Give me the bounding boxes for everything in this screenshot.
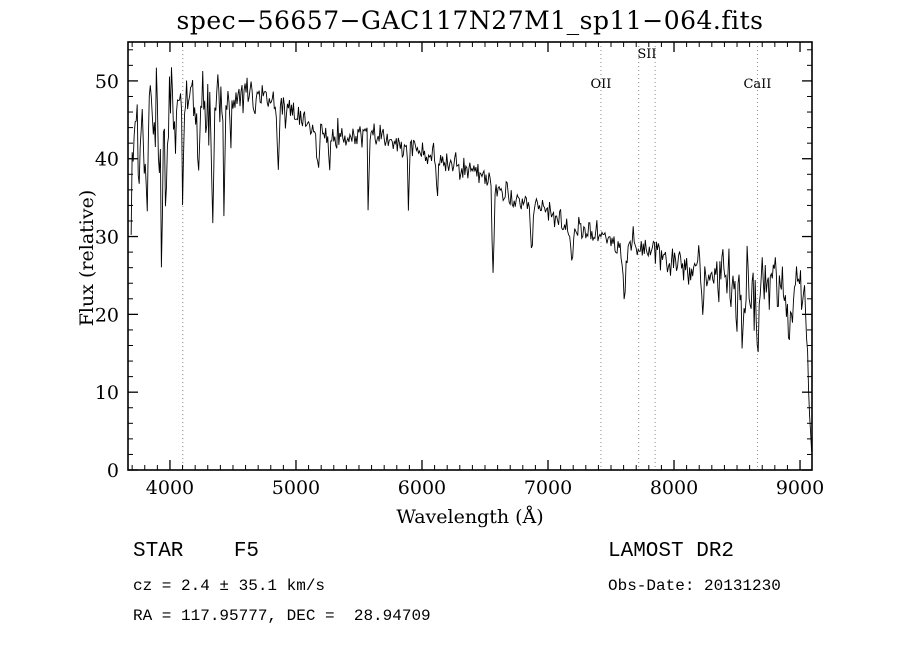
x-tick-label: 7000 — [524, 477, 572, 499]
y-tick-label: 40 — [95, 149, 119, 171]
line-label-SII: SII — [637, 47, 656, 62]
survey-label: LAMOST DR2 — [608, 540, 735, 563]
x-tick-label: 6000 — [398, 477, 446, 499]
ra-dec-value: RA = 117.95777, DEC = 28.94709 — [133, 607, 431, 625]
x-axis-label: Wavelength (Å) — [396, 506, 544, 528]
y-tick-label: 0 — [107, 460, 119, 482]
line-label-OII: OII — [590, 77, 611, 92]
obs-date-value: Obs-Date: 20131230 — [608, 577, 781, 595]
y-tick-label: 30 — [95, 227, 119, 249]
cz-value: cz = 2.4 ± 35.1 km/s — [133, 577, 326, 595]
spectrum-trace — [130, 67, 813, 452]
x-tick-label: 4000 — [146, 477, 194, 499]
line-label-CaII: CaII — [743, 77, 771, 92]
y-tick-label: 50 — [95, 71, 119, 93]
y-tick-label: 20 — [95, 304, 119, 326]
y-tick-label: 10 — [95, 382, 119, 404]
x-tick-label: 9000 — [776, 477, 824, 499]
object-class-label: STAR F5 — [133, 540, 260, 563]
plot-frame — [127, 41, 813, 471]
page-title: spec−56657−GAC117N27M1_sp11−064.fits — [176, 6, 764, 35]
x-tick-label: 8000 — [650, 477, 698, 499]
x-tick-label: 5000 — [272, 477, 320, 499]
y-axis-label: Flux (relative) — [76, 189, 98, 327]
